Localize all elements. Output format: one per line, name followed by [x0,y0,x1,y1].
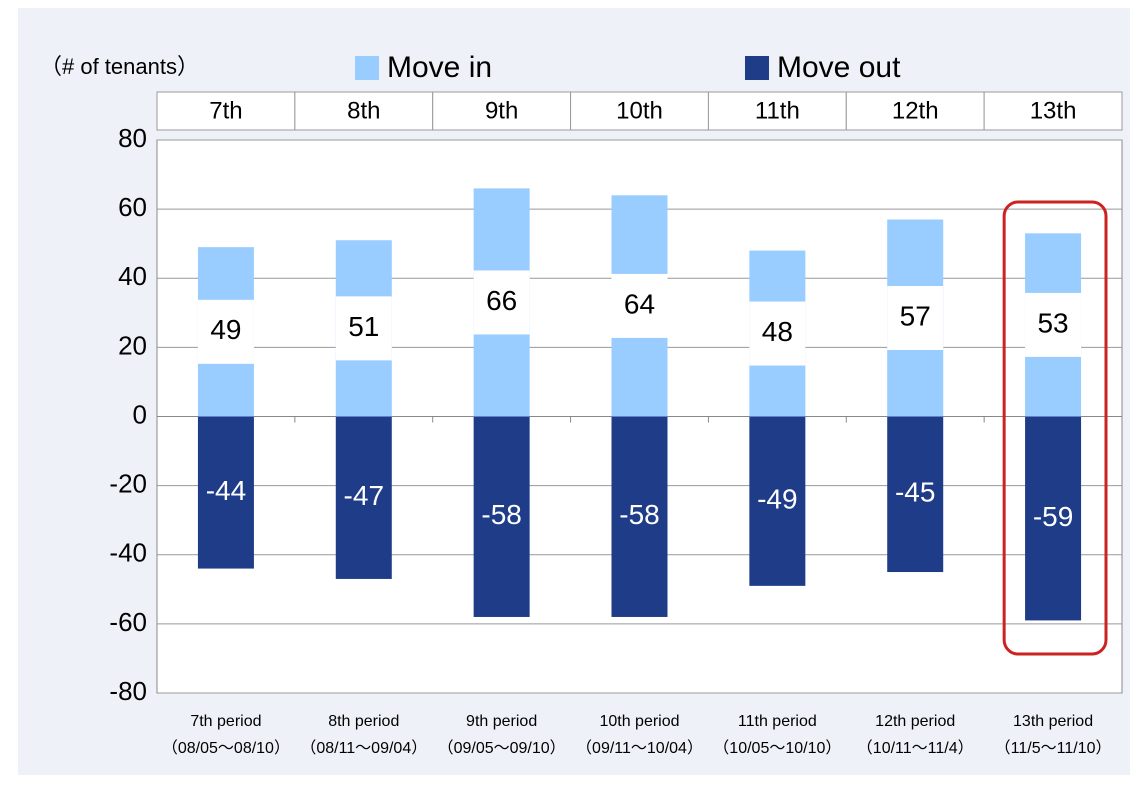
value-label: -59 [1033,501,1073,532]
legend-swatch [745,56,769,80]
x-tick-sublabel: （09/11～10/04） [576,739,703,757]
value-label: 57 [900,300,931,331]
highlight-box [1002,200,1108,656]
x-tick-label: 13th period [1013,713,1093,730]
legend-swatch [355,56,379,80]
header-label: 10th [616,97,663,124]
x-tick-label: 9th period [466,713,537,730]
value-label-box [197,299,254,364]
x-tick-label: 7th period [190,713,261,730]
y-tick-label: -40 [109,538,147,568]
value-label: 48 [762,316,793,347]
bar [887,416,944,573]
y-tick-label: 40 [118,261,147,291]
y-tick-label: 60 [118,192,147,222]
y-tick-label: 80 [118,123,147,153]
header-label: 12th [892,97,939,124]
value-label: 66 [486,285,517,316]
x-tick-sublabel: （11/5～11/10） [995,739,1112,757]
header-cell [707,91,847,131]
header-cell [570,91,709,131]
x-tick-sublabel: （10/11～11/4） [857,739,974,757]
x-tick-label: 12th period [875,713,955,730]
value-label: -45 [895,477,935,508]
header-cell [294,91,434,131]
x-tick-sublabel: （08/05～08/10） [162,739,290,757]
value-label: 51 [348,311,379,342]
bar [1025,416,1082,621]
value-label: -58 [619,499,659,530]
value-label: -49 [757,484,797,515]
value-label: 64 [624,288,655,319]
header-cell [983,91,1123,131]
y-tick-label: -80 [109,676,147,706]
y-tick-label: -60 [109,607,147,637]
value-label-box [749,301,806,366]
value-label-box [335,296,392,361]
x-tick-label: 11th period [738,713,817,730]
value-label-box [611,273,668,338]
y-tick-label: 0 [133,399,147,429]
value-label: -47 [344,480,384,511]
y-axis-label: （# of tenants） [40,54,199,79]
x-tick-label: 10th period [599,713,679,730]
header-cell [432,91,572,131]
value-label-box [1025,292,1082,357]
header-cell [156,91,296,131]
value-label: -58 [481,499,521,530]
x-tick-sublabel: （10/05～10/10） [713,739,841,757]
header-label: 8th [347,97,380,124]
bar [611,416,668,617]
x-tick-sublabel: （08/11～09/04） [300,739,427,757]
header-label: 9th [485,97,518,124]
header-label: 7th [209,97,242,124]
bar [197,416,254,569]
value-label-box [473,270,530,335]
x-tick-label: 8th period [328,713,399,730]
value-label-box [887,285,944,350]
value-label: -44 [206,475,246,506]
bar [749,416,806,586]
header-label: 11th [755,97,800,124]
value-label: 53 [1037,307,1068,338]
value-label: 49 [210,314,241,345]
legend-label: Move out [777,51,901,84]
bar [473,416,530,617]
legend-label: Move in [387,51,492,84]
bar [335,416,392,579]
header-label: 13th [1030,97,1077,124]
y-tick-label: -20 [109,469,147,499]
y-tick-label: 20 [118,330,147,360]
x-tick-sublabel: （09/05～09/10） [438,739,566,757]
